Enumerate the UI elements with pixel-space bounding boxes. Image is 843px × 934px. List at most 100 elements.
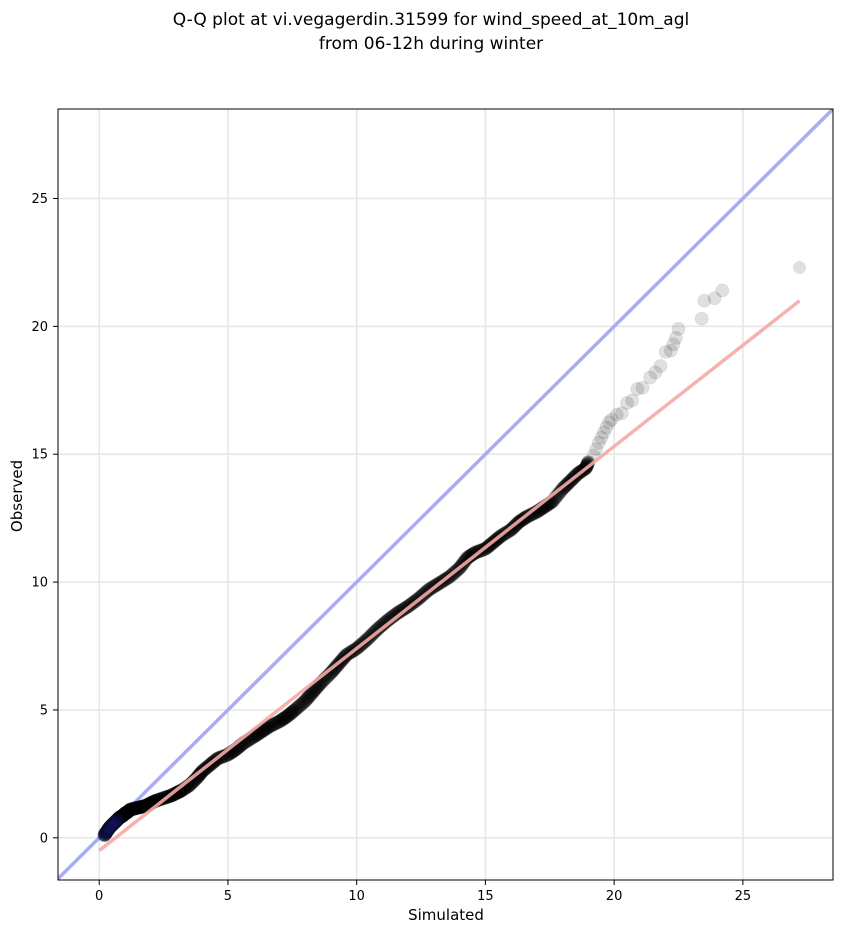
qq-point: [105, 818, 119, 832]
qq-point: [277, 710, 292, 725]
qq-point: [266, 717, 281, 732]
qq-point: [105, 817, 120, 832]
qq-point: [270, 715, 285, 730]
qq-point: [120, 805, 135, 820]
qq-point: [105, 817, 120, 832]
x-tick-label: 15: [477, 889, 494, 904]
qq-point: [110, 813, 124, 827]
y-tick-label: 0: [40, 831, 48, 846]
qq-point: [135, 799, 150, 814]
qq-point: [121, 804, 136, 819]
qq-point: [290, 700, 305, 715]
qq-point: [108, 814, 123, 829]
qq-point: [121, 803, 136, 818]
qq-point: [295, 696, 310, 711]
qq-point: [103, 819, 118, 834]
qq-point: [99, 824, 114, 839]
qq-point: [98, 827, 113, 842]
qq-point: [635, 380, 650, 395]
qq-point: [793, 261, 807, 275]
qq-point: [653, 359, 668, 373]
qq-point: [119, 805, 134, 820]
qq-point: [284, 706, 299, 721]
qq-point: [298, 693, 313, 708]
qq-point: [112, 810, 127, 825]
qq-point: [100, 822, 115, 837]
qq-point: [630, 382, 645, 397]
qq-point: [119, 805, 134, 820]
chart-title-line-1: Q-Q plot at vi.vegagerdin.31599 for wind…: [173, 10, 689, 30]
qq-point: [137, 799, 152, 814]
qq-point: [594, 430, 609, 445]
qq-point: [117, 806, 132, 821]
qq-point: [110, 812, 125, 827]
qq-point: [273, 713, 288, 728]
qq-point: [273, 713, 288, 728]
qq-point: [101, 821, 116, 836]
x-tick-label: 25: [735, 889, 752, 904]
qq-point: [280, 708, 295, 723]
qq-point: [102, 820, 117, 835]
qq-point: [614, 406, 629, 421]
qq-point: [271, 714, 286, 729]
qq-point: [260, 720, 275, 735]
qq-point: [599, 420, 614, 435]
qq-point: [104, 818, 119, 833]
qq-point: [284, 705, 299, 720]
qq-point: [107, 815, 122, 830]
plot-frame: [57, 108, 834, 881]
qq-point: [306, 684, 321, 699]
qq-point: [648, 365, 663, 380]
qq-point: [285, 704, 300, 719]
qq-point: [100, 823, 115, 838]
fit-line: [98, 299, 801, 852]
x-axis-label: Simulated: [408, 906, 484, 924]
qq-point: [98, 826, 113, 841]
qq-point: [283, 706, 298, 721]
qq-point: [302, 688, 317, 703]
qq-point: [107, 815, 122, 830]
qq-point: [133, 800, 148, 815]
qq-point: [136, 799, 151, 814]
reference-line-y-equals-x: [58, 109, 833, 880]
qq-point: [107, 815, 122, 830]
qq-point: [668, 330, 683, 345]
qq-point: [129, 801, 144, 816]
chart-title-line-2: from 06-12h during winter: [319, 34, 543, 54]
qq-point: [114, 809, 129, 824]
qq-point: [109, 813, 124, 828]
qq-point: [115, 809, 130, 824]
qq-point: [258, 722, 273, 737]
qq-point: [296, 695, 311, 710]
qq-point: [268, 716, 283, 731]
qq-point: [104, 818, 119, 833]
qq-point: [299, 692, 314, 707]
scatter-points: [97, 261, 807, 843]
qq-point: [111, 811, 126, 826]
qq-point: [116, 808, 131, 823]
qq-point: [289, 701, 304, 716]
qq-point: [122, 803, 137, 818]
qq-point: [101, 822, 116, 837]
qq-point: [105, 817, 120, 832]
qq-point: [287, 702, 302, 717]
qq-point: [128, 801, 143, 816]
qq-point: [97, 827, 112, 842]
qq-point: [302, 689, 317, 704]
qq-point: [130, 800, 145, 815]
qq-point: [113, 809, 128, 824]
qq-point: [100, 824, 115, 839]
qq-point: [108, 814, 123, 829]
qq-point: [108, 814, 123, 829]
qq-point: [100, 823, 115, 838]
qq-point: [135, 799, 150, 814]
qq-point: [117, 807, 132, 822]
qq-point: [131, 800, 146, 815]
qq-point: [109, 813, 124, 828]
qq-point: [98, 825, 113, 840]
qq-point: [114, 809, 129, 824]
qq-point: [104, 818, 119, 833]
qq-point: [125, 802, 140, 817]
y-tick-label: 5: [40, 703, 48, 718]
